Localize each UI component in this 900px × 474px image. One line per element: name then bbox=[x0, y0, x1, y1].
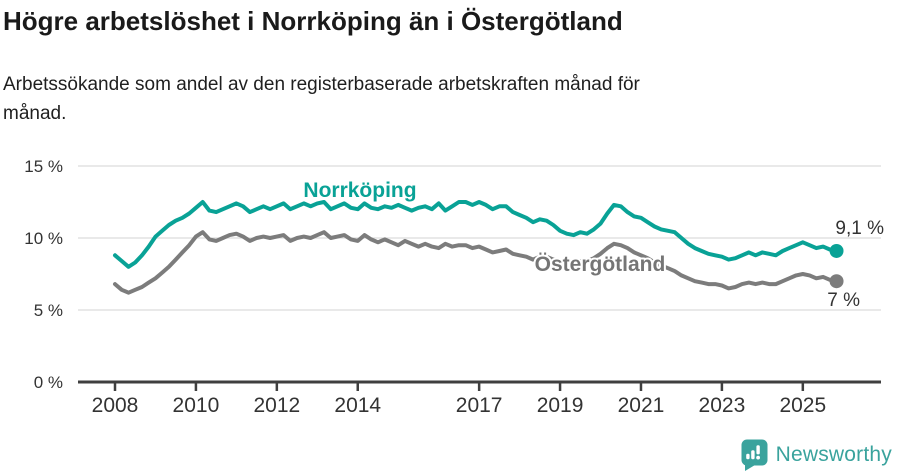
x-axis-tick-label: 2014 bbox=[334, 394, 381, 417]
y-axis-tick-label: 10 % bbox=[24, 229, 63, 248]
newsworthy-wordmark: Newsworthy bbox=[775, 443, 892, 466]
y-axis-tick-label: 15 % bbox=[24, 157, 63, 176]
x-axis-tick-label: 2025 bbox=[779, 394, 826, 417]
series-label-norrkoping: Norrköping bbox=[303, 179, 416, 202]
y-axis-tick-label: 5 % bbox=[34, 301, 63, 320]
chart-title: Högre arbetslöshet i Norrköping än i Öst… bbox=[3, 6, 623, 36]
series-line-ostergotland bbox=[113, 230, 839, 295]
end-label-norrkoping: 9,1 % bbox=[835, 218, 884, 239]
newsworthy-logo: Newsworthy bbox=[741, 439, 892, 471]
x-axis-tick-label: 2021 bbox=[618, 394, 665, 417]
end-label-ostergotland: 7 % bbox=[827, 290, 860, 311]
series-label-ostergotland: Östergötland bbox=[535, 253, 666, 276]
x-axis-tick-label: 2019 bbox=[537, 394, 584, 417]
series-line-norrkoping bbox=[113, 200, 839, 269]
newsworthy-logo-icon bbox=[741, 439, 768, 471]
x-axis-tick-label: 2017 bbox=[456, 394, 503, 417]
chart-subtitle: Arbetssökande som andel av den registerb… bbox=[3, 74, 640, 125]
x-axis-tick-label: 2008 bbox=[92, 394, 139, 417]
x-axis-tick-label: 2012 bbox=[253, 394, 300, 417]
series-end-dot bbox=[829, 274, 844, 289]
y-axis-tick-label: 0 % bbox=[34, 373, 63, 392]
x-axis-tick-label: 2010 bbox=[173, 394, 220, 417]
series-end-dot bbox=[829, 243, 844, 258]
x-axis-tick-label: 2023 bbox=[699, 394, 746, 417]
